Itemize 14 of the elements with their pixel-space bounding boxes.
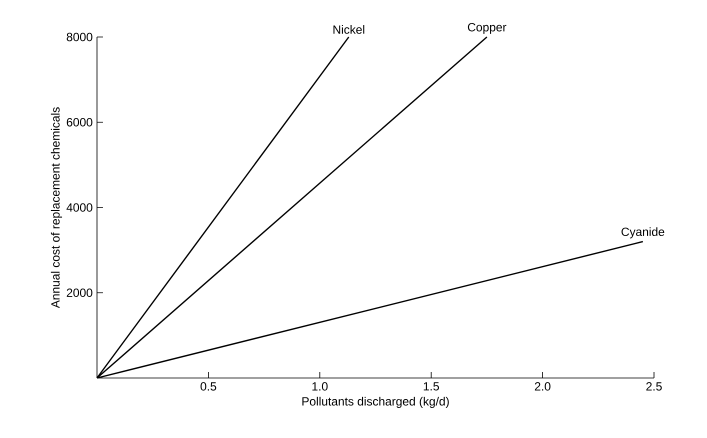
y-tick-label: 8000 <box>66 32 92 42</box>
x-tick-label: 1.5 <box>424 382 440 391</box>
x-tick-label: 0.5 <box>200 382 216 391</box>
x-tick-label: 2.0 <box>534 382 550 391</box>
y-tick-label: 2000 <box>66 288 92 297</box>
x-tick-label: 1.0 <box>312 382 328 391</box>
y-tick-label: 6000 <box>66 118 92 126</box>
x-tick-label: 2.5 <box>646 382 662 391</box>
series-label: Cyanide <box>622 227 664 238</box>
x-axis-title: Pollutants discharged (kg/d) <box>302 396 449 408</box>
y-tick-label: 4000 <box>66 203 92 212</box>
series-label: Copper <box>468 22 506 34</box>
y-axis-title: Annual cost of replacement chemicals <box>50 107 62 308</box>
series-label: Nickel <box>333 25 364 34</box>
